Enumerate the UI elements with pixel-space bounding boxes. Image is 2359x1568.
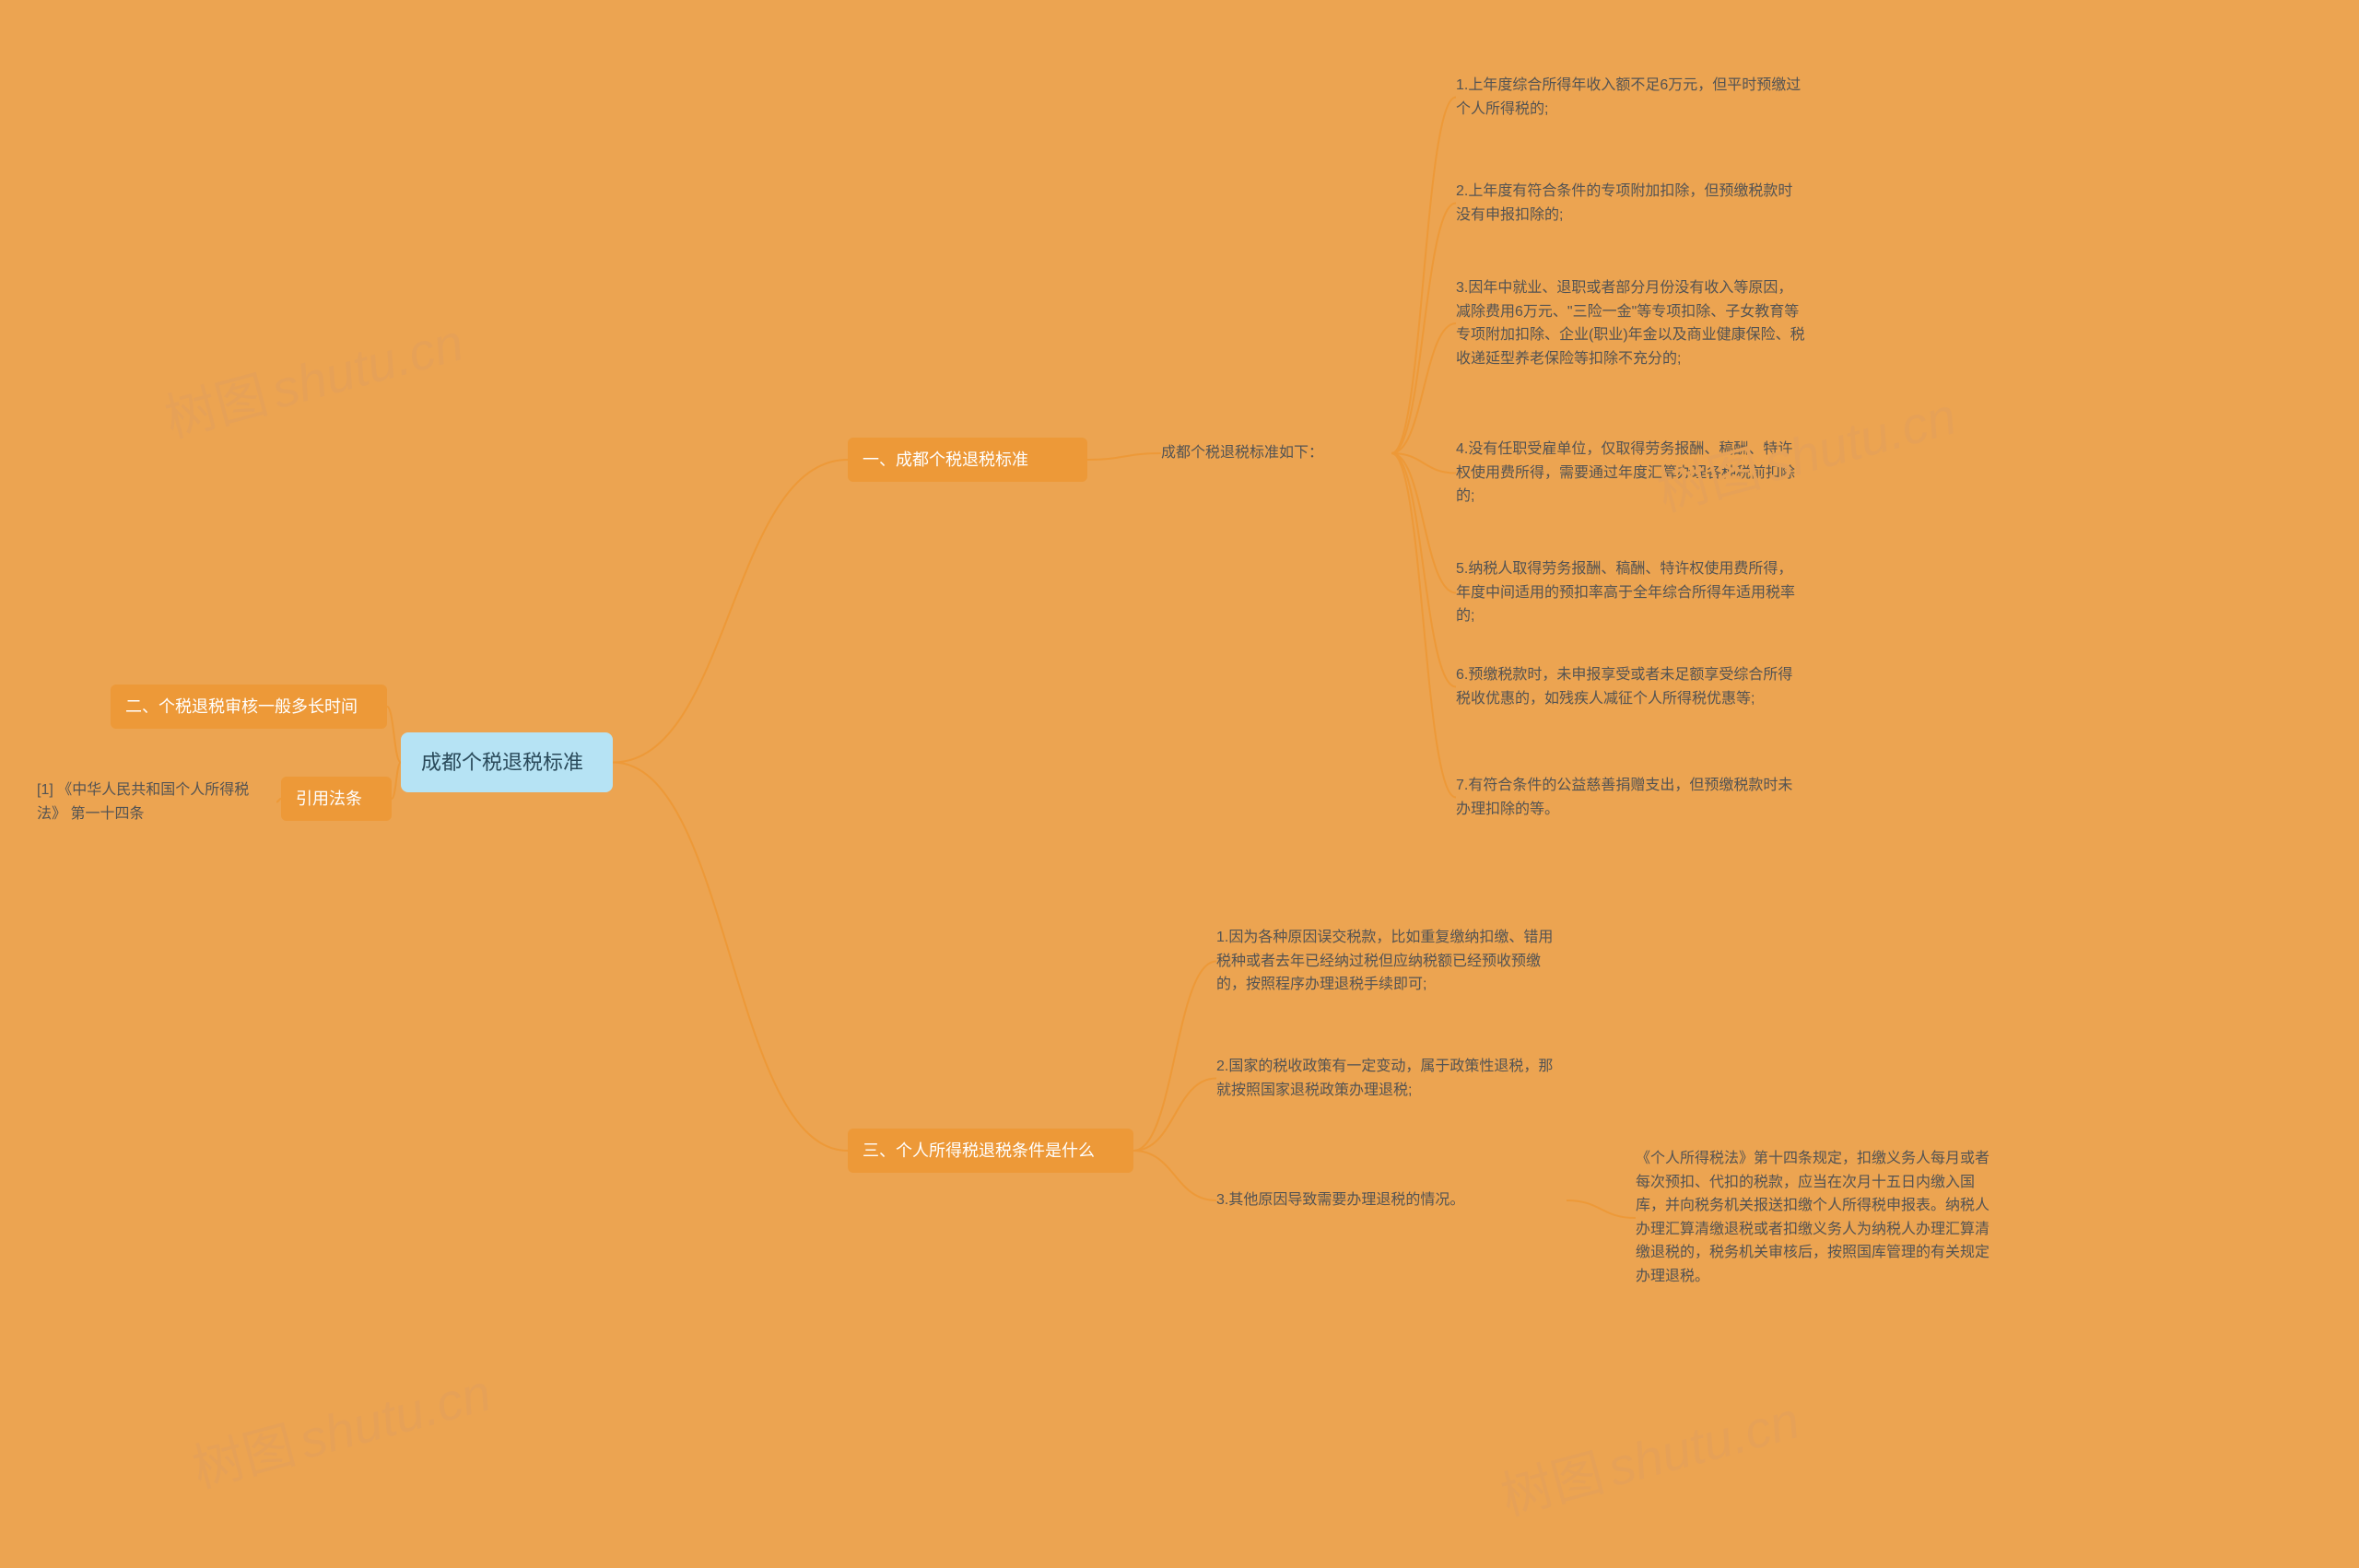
branch-4: 引用法条 bbox=[281, 777, 392, 821]
branch-2: 二、个税退税审核一般多长时间 bbox=[111, 685, 387, 729]
branch-2-label: 二、个税退税审核一般多长时间 bbox=[125, 695, 358, 720]
root-label: 成都个税退税标准 bbox=[421, 747, 583, 778]
branch-3-label: 三、个人所得税退税条件是什么 bbox=[863, 1139, 1095, 1164]
branch-3-item-2: 2.国家的税收政策有一定变动，属于政策性退税，那就按照国家退税政策办理退税; bbox=[1216, 1055, 1567, 1102]
root-node: 成都个税退税标准 bbox=[401, 732, 613, 792]
branch-4-item: [1] 《中华人民共和国个人所得税法》 第一十四条 bbox=[37, 778, 276, 825]
branch-4-label: 引用法条 bbox=[296, 787, 362, 812]
branch-1: 一、成都个税退税标准 bbox=[848, 438, 1087, 482]
branch-1-item-7: 7.有符合条件的公益慈善捐赠支出，但预缴税款时未办理扣除的等。 bbox=[1456, 774, 1806, 821]
branch-1-item-5: 5.纳税人取得劳务报酬、稿酬、特许权使用费所得，年度中间适用的预扣率高于全年综合… bbox=[1456, 557, 1806, 628]
branch-3-item-1: 1.因为各种原因误交税款，比如重复缴纳扣缴、错用税种或者去年已经纳过税但应纳税额… bbox=[1216, 926, 1567, 997]
branch-3: 三、个人所得税退税条件是什么 bbox=[848, 1129, 1133, 1173]
branch-1-item-4: 4.没有任职受雇单位，仅取得劳务报酬、稿酬、特许权使用费所得，需要通过年度汇算办… bbox=[1456, 438, 1806, 509]
branch-1-label: 一、成都个税退税标准 bbox=[863, 448, 1028, 473]
branch-1-item-3: 3.因年中就业、退职或者部分月份没有收入等原因，减除费用6万元、"三险一金"等专… bbox=[1456, 276, 1806, 370]
branch-1-item-6: 6.预缴税款时，未申报享受或者未足额享受综合所得税收优惠的，如残疾人减征个人所得… bbox=[1456, 663, 1806, 710]
branch-1-item-2: 2.上年度有符合条件的专项附加扣除，但预缴税款时没有申报扣除的; bbox=[1456, 180, 1806, 227]
branch-3-item-3: 3.其他原因导致需要办理退税的情况。 bbox=[1216, 1188, 1567, 1212]
branch-3-detail: 《个人所得税法》第十四条规定，扣缴义务人每月或者每次预扣、代扣的税款，应当在次月… bbox=[1636, 1147, 1995, 1289]
branch-1-item-1: 1.上年度综合所得年收入额不足6万元，但平时预缴过个人所得税的; bbox=[1456, 74, 1806, 121]
branch-1-sublabel: 成都个税退税标准如下： bbox=[1161, 441, 1391, 465]
